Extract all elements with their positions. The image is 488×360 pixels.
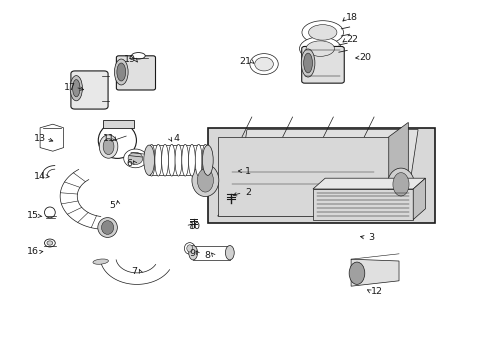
Text: 13: 13 xyxy=(34,134,46,143)
Text: 16: 16 xyxy=(27,248,39,256)
Ellipse shape xyxy=(197,168,213,192)
Text: 19: 19 xyxy=(123,55,135,64)
Text: 21: 21 xyxy=(239,57,251,66)
Ellipse shape xyxy=(308,24,336,40)
Ellipse shape xyxy=(249,54,278,75)
Polygon shape xyxy=(412,178,425,220)
FancyBboxPatch shape xyxy=(301,46,344,83)
FancyBboxPatch shape xyxy=(71,71,108,109)
Ellipse shape xyxy=(254,57,273,71)
Ellipse shape xyxy=(123,149,147,168)
Ellipse shape xyxy=(44,207,55,218)
Text: 7: 7 xyxy=(131,267,137,276)
Bar xyxy=(193,246,229,260)
Text: 22: 22 xyxy=(346,35,357,44)
Ellipse shape xyxy=(188,144,195,176)
Text: 15: 15 xyxy=(27,211,39,220)
Text: 4: 4 xyxy=(173,134,179,143)
Ellipse shape xyxy=(72,80,80,97)
Polygon shape xyxy=(40,124,63,151)
Ellipse shape xyxy=(191,164,218,197)
Ellipse shape xyxy=(102,221,113,234)
Polygon shape xyxy=(217,194,407,216)
Ellipse shape xyxy=(131,53,145,59)
Ellipse shape xyxy=(148,144,155,176)
Ellipse shape xyxy=(392,173,408,196)
Polygon shape xyxy=(350,259,398,286)
Ellipse shape xyxy=(386,168,413,201)
Ellipse shape xyxy=(98,217,117,238)
Polygon shape xyxy=(217,137,388,216)
Text: 6: 6 xyxy=(126,159,132,168)
Ellipse shape xyxy=(143,145,154,175)
Text: 17: 17 xyxy=(63,83,75,91)
Polygon shape xyxy=(388,122,407,216)
Ellipse shape xyxy=(99,135,118,158)
Ellipse shape xyxy=(302,21,343,44)
Ellipse shape xyxy=(47,241,53,245)
Ellipse shape xyxy=(348,262,364,284)
Ellipse shape xyxy=(299,37,341,60)
Text: 5: 5 xyxy=(109,201,115,210)
Text: 12: 12 xyxy=(370,287,382,296)
Ellipse shape xyxy=(186,245,192,252)
Polygon shape xyxy=(237,130,417,194)
Ellipse shape xyxy=(155,144,162,176)
Polygon shape xyxy=(312,178,425,189)
Ellipse shape xyxy=(70,76,82,101)
Text: 1: 1 xyxy=(245,166,251,175)
Ellipse shape xyxy=(305,41,334,57)
Ellipse shape xyxy=(184,243,195,254)
Ellipse shape xyxy=(128,152,142,165)
Text: 8: 8 xyxy=(204,251,210,260)
Text: 14: 14 xyxy=(34,172,46,181)
Ellipse shape xyxy=(225,246,234,260)
Text: 10: 10 xyxy=(188,222,200,231)
Text: 9: 9 xyxy=(189,249,195,258)
Ellipse shape xyxy=(98,122,136,158)
Ellipse shape xyxy=(182,144,188,176)
Ellipse shape xyxy=(168,144,175,176)
Ellipse shape xyxy=(44,239,55,247)
Text: 20: 20 xyxy=(359,53,371,62)
Ellipse shape xyxy=(301,49,314,77)
Ellipse shape xyxy=(202,145,213,175)
Text: 3: 3 xyxy=(368,233,374,242)
FancyBboxPatch shape xyxy=(102,120,134,128)
Ellipse shape xyxy=(303,53,312,73)
Ellipse shape xyxy=(188,246,197,260)
Bar xyxy=(207,128,434,223)
Ellipse shape xyxy=(195,144,202,176)
Ellipse shape xyxy=(117,63,125,81)
Ellipse shape xyxy=(93,259,108,264)
Text: 2: 2 xyxy=(245,188,251,197)
Ellipse shape xyxy=(103,139,114,155)
Ellipse shape xyxy=(175,144,182,176)
FancyBboxPatch shape xyxy=(116,56,155,90)
Text: 18: 18 xyxy=(346,13,357,22)
Ellipse shape xyxy=(161,144,168,176)
Polygon shape xyxy=(312,189,412,220)
Ellipse shape xyxy=(114,59,128,85)
Ellipse shape xyxy=(202,144,208,176)
Text: 11: 11 xyxy=(102,134,114,143)
